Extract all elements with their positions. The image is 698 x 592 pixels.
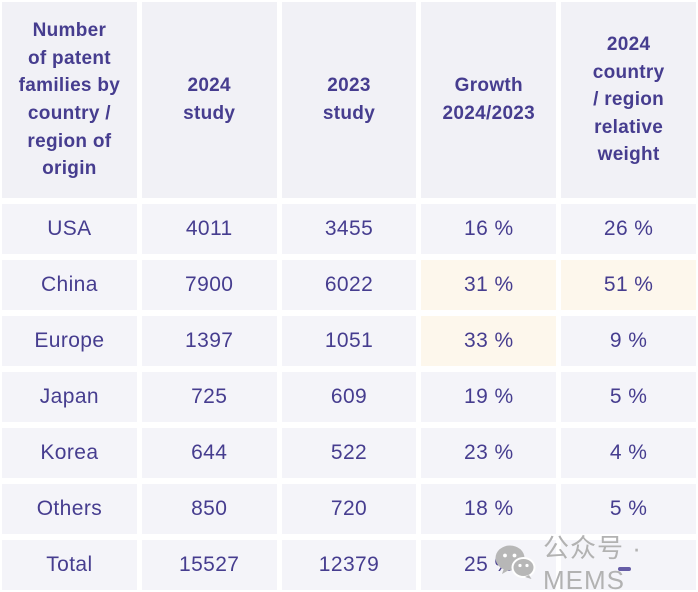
table-cell-europe-2023: 1051 <box>281 316 417 366</box>
table-cell-total-growth: 25 % <box>421 540 557 590</box>
table-cell-china-weight: 51 % <box>561 260 696 310</box>
table-cell-others-2023: 720 <box>281 484 417 534</box>
table-cell-usa-growth: 16 % <box>421 204 557 254</box>
column-header-growth: Growth 2024/2023 <box>421 2 557 198</box>
table-cell-others-growth: 18 % <box>421 484 557 534</box>
column-header-2024-study: 2024 study <box>141 2 277 198</box>
table-cell-total-2024: 15527 <box>141 540 277 590</box>
row-label-others: Others <box>2 484 137 534</box>
table-cell-korea-weight: 4 % <box>561 428 696 478</box>
table-cell-japan-2023: 609 <box>281 372 417 422</box>
obscured-text-fragment <box>618 567 631 571</box>
table-cell-china-growth: 31 % <box>421 260 557 310</box>
table-cell-japan-growth: 19 % <box>421 372 557 422</box>
table-cell-japan-weight: 5 % <box>561 372 696 422</box>
table-cell-china-2023: 6022 <box>281 260 417 310</box>
table-cell-europe-weight: 9 % <box>561 316 696 366</box>
row-label-japan: Japan <box>2 372 137 422</box>
table-cell-korea-growth: 23 % <box>421 428 557 478</box>
table-cell-korea-2024: 644 <box>141 428 277 478</box>
table-cell-china-2024: 7900 <box>141 260 277 310</box>
row-label-usa: USA <box>2 204 137 254</box>
table-cell-usa-2024: 4011 <box>141 204 277 254</box>
table-cell-europe-growth: 33 % <box>421 316 557 366</box>
table-cell-total-2023: 12379 <box>281 540 417 590</box>
row-label-korea: Korea <box>2 428 137 478</box>
table-cell-europe-2024: 1397 <box>141 316 277 366</box>
column-header-relative-weight: 2024 country / region relative weight <box>561 2 696 198</box>
table-cell-japan-2024: 725 <box>141 372 277 422</box>
table-cell-korea-2023: 522 <box>281 428 417 478</box>
column-header-origin: Number of patent families by country / r… <box>2 2 137 198</box>
table-cell-usa-weight: 26 % <box>561 204 696 254</box>
column-header-2023-study: 2023 study <box>281 2 417 198</box>
table-cell-usa-2023: 3455 <box>281 204 417 254</box>
row-label-europe: Europe <box>2 316 137 366</box>
row-label-total: Total <box>2 540 137 590</box>
row-label-china: China <box>2 260 137 310</box>
table-cell-total-weight <box>561 540 696 590</box>
table-cell-others-2024: 850 <box>141 484 277 534</box>
table-cell-others-weight: 5 % <box>561 484 696 534</box>
